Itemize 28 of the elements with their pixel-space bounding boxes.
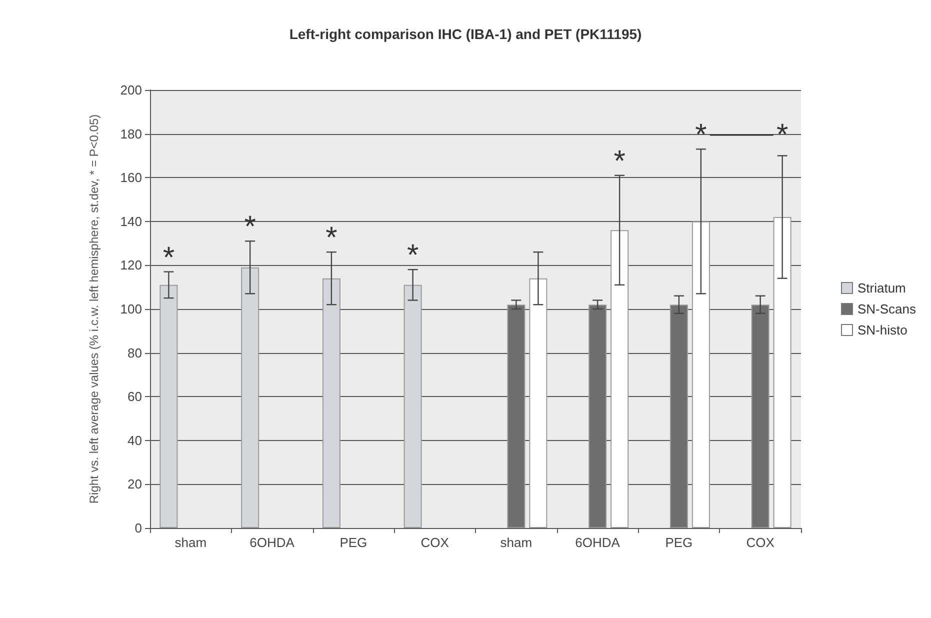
x-tick-label: 6OHDA bbox=[575, 535, 620, 550]
annotation: * bbox=[614, 144, 626, 178]
x-tick-label: COX bbox=[746, 535, 775, 550]
annotation: * bbox=[326, 222, 338, 255]
annotation: * bbox=[162, 241, 175, 274]
x-tick-label: COX bbox=[420, 535, 450, 550]
annotation: * bbox=[406, 239, 419, 272]
legend-label: SN-histo bbox=[857, 322, 908, 338]
legend-label: SN-Scans bbox=[857, 302, 916, 316]
y-tick-label: 140 bbox=[120, 214, 142, 229]
y-axis-title: Right vs. left average values (% i.c.w. left hemisphere, st.dev, * = P<0.05) bbox=[87, 114, 101, 504]
y-tick-label: 100 bbox=[120, 302, 142, 316]
y-tick-label: 0 bbox=[134, 520, 142, 536]
x-tick-label: 6OHDA bbox=[250, 535, 295, 550]
y-tick-label: 180 bbox=[120, 126, 142, 142]
legend-label: Striatum bbox=[857, 280, 906, 296]
y-tick-label: 40 bbox=[128, 432, 142, 448]
x-tick-label: PEG bbox=[340, 535, 368, 550]
x-tick-label: PEG bbox=[665, 535, 693, 550]
y-tick-label: 200 bbox=[120, 82, 142, 98]
x-tick-label: sham bbox=[500, 535, 532, 550]
y-tick-label: 60 bbox=[128, 389, 142, 404]
x-tick-label: sham bbox=[174, 535, 207, 550]
chart-title: Left-right comparison IHC (IBA-1) and PET (PK11195) bbox=[289, 26, 642, 42]
y-tick-label: 160 bbox=[120, 170, 142, 186]
y-tick-label: 20 bbox=[128, 476, 142, 492]
y-tick-label: 120 bbox=[120, 258, 142, 273]
y-tick-label: 80 bbox=[128, 345, 142, 360]
